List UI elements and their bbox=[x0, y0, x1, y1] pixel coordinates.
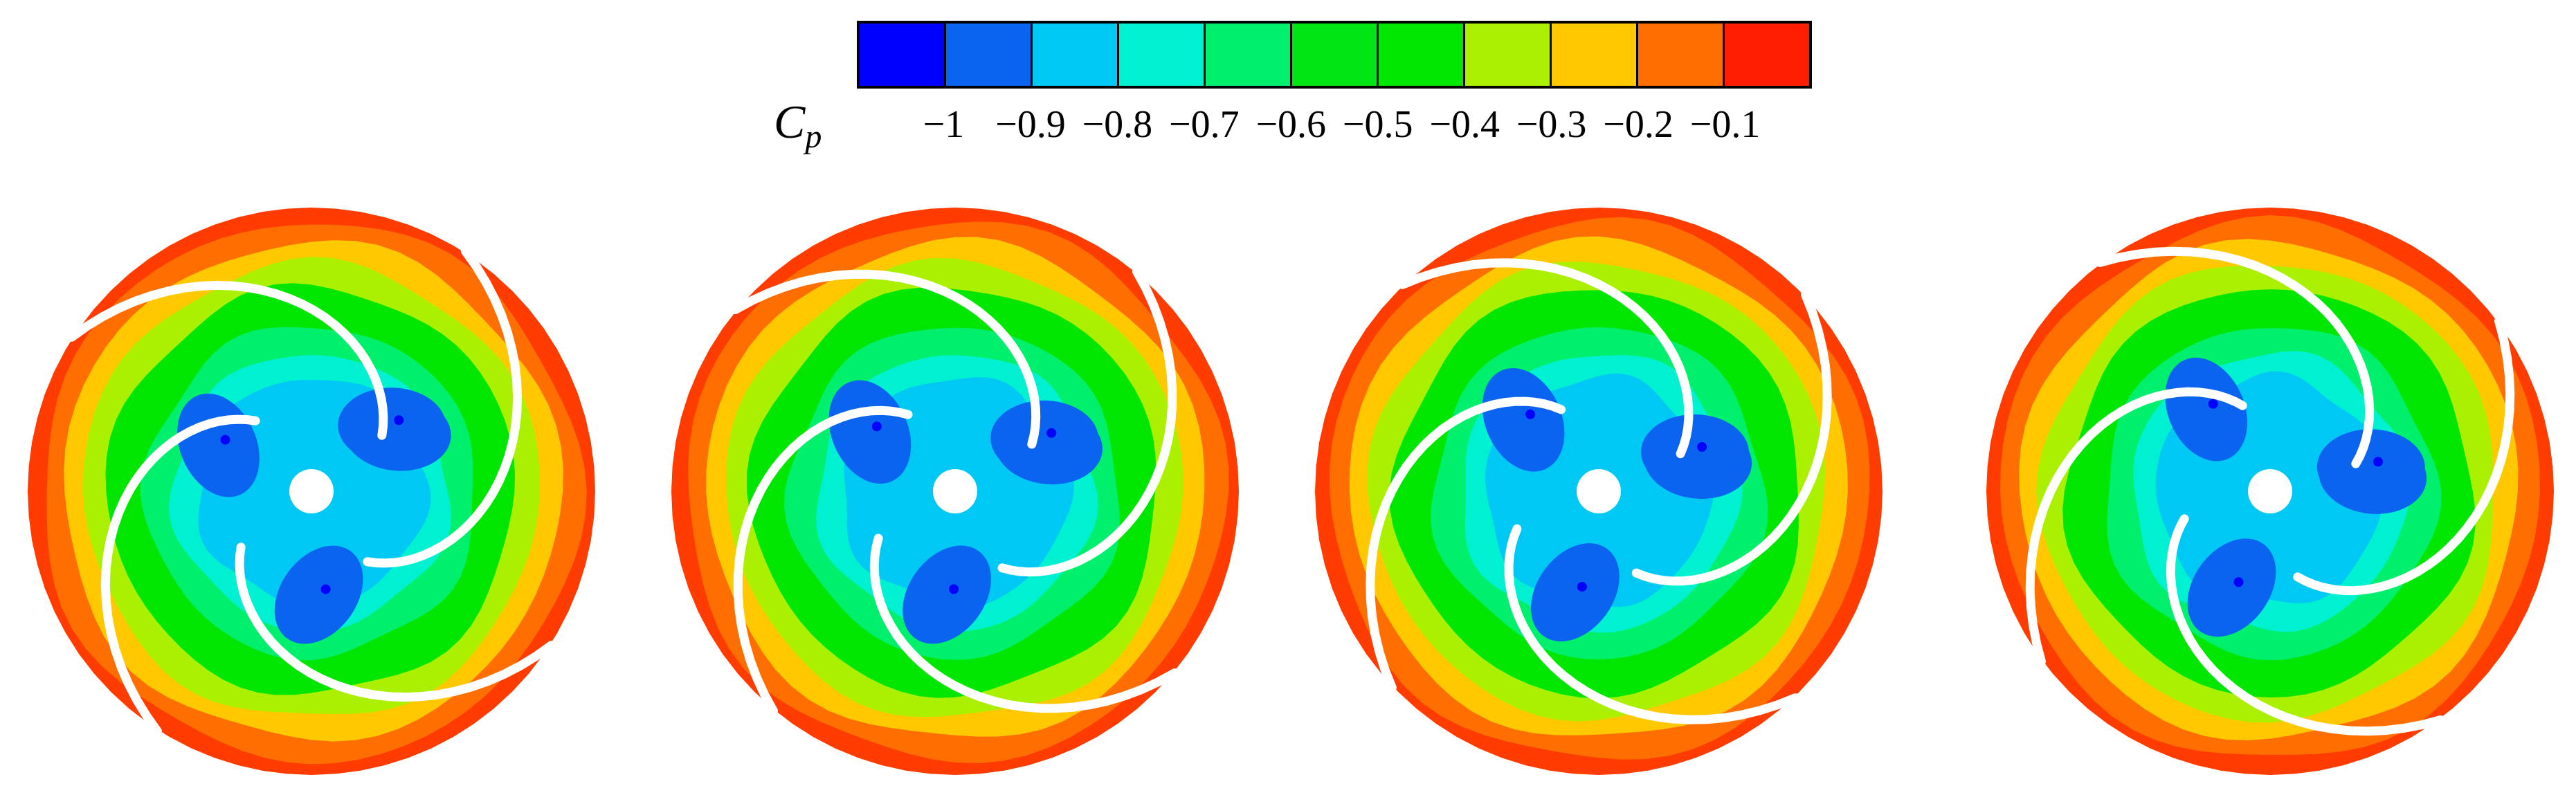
blade bbox=[1397, 258, 1694, 459]
low-pressure-core bbox=[1525, 409, 1536, 419]
low-pressure-core bbox=[2233, 577, 2244, 587]
hub bbox=[1577, 469, 1621, 513]
low-pressure-region bbox=[828, 380, 911, 484]
colorbar-label-main: C bbox=[774, 95, 806, 148]
colorbar-tick-label: −0.6 bbox=[1255, 103, 1327, 146]
low-pressure-core bbox=[1697, 441, 1707, 452]
blade bbox=[1366, 396, 1566, 693]
low-pressure-region bbox=[990, 400, 1099, 477]
low-pressure-region bbox=[2316, 429, 2425, 506]
colorbar-tick-label: −0.9 bbox=[995, 103, 1066, 146]
blade bbox=[235, 542, 556, 702]
blade bbox=[731, 269, 1041, 449]
colorbar-tick-label: −0.5 bbox=[1342, 103, 1413, 146]
low-pressure-core bbox=[220, 435, 230, 445]
blade bbox=[2293, 316, 2515, 596]
low-pressure-core bbox=[1577, 582, 1587, 592]
colorbar-cell bbox=[946, 24, 1033, 86]
colorbar-tick-label: −1 bbox=[923, 103, 965, 146]
hub bbox=[933, 469, 977, 513]
colorbar-tick-label: −0.4 bbox=[1429, 103, 1500, 146]
blade bbox=[66, 280, 388, 440]
blade bbox=[2095, 246, 2375, 468]
colorbar-label-sub: p bbox=[805, 118, 822, 155]
blade bbox=[363, 246, 523, 568]
colorbar bbox=[857, 21, 1812, 89]
colorbar-cell bbox=[1379, 24, 1465, 86]
low-pressure-region bbox=[338, 387, 446, 464]
colorbar-tick-label: −0.3 bbox=[1516, 103, 1587, 146]
colorbar-tick-label: −0.2 bbox=[1603, 103, 1674, 146]
impeller-contour-2 bbox=[671, 208, 1239, 775]
colorbar-cell bbox=[1119, 24, 1206, 86]
blade bbox=[1504, 524, 1800, 724]
low-pressure-core bbox=[394, 415, 404, 426]
blade bbox=[2166, 514, 2445, 736]
low-pressure-region bbox=[2165, 357, 2248, 462]
colorbar-cell bbox=[860, 24, 946, 86]
low-pressure-core bbox=[2373, 457, 2383, 467]
low-pressure-core bbox=[949, 584, 959, 594]
blade bbox=[1631, 290, 1832, 586]
blade bbox=[997, 267, 1177, 577]
low-pressure-core bbox=[320, 584, 331, 594]
colorbar-cell bbox=[1552, 24, 1638, 86]
impeller-contour-3 bbox=[1315, 208, 1883, 775]
low-pressure-region bbox=[1531, 543, 1620, 642]
hub bbox=[2248, 469, 2292, 513]
colorbar-cell bbox=[1725, 24, 1809, 86]
colorbar-cell bbox=[1292, 24, 1379, 86]
blade bbox=[2025, 387, 2247, 666]
low-pressure-region bbox=[274, 545, 363, 644]
colorbar-tick-label: −0.7 bbox=[1169, 103, 1240, 146]
colorbar-label: Cp bbox=[774, 94, 822, 165]
blade bbox=[100, 414, 260, 736]
colorbar-cell bbox=[1206, 24, 1292, 86]
hub bbox=[289, 469, 334, 513]
low-pressure-region bbox=[2187, 538, 2276, 637]
colorbar-cell bbox=[1033, 24, 1119, 86]
blade bbox=[869, 533, 1179, 713]
low-pressure-region bbox=[1641, 414, 1750, 491]
low-pressure-region bbox=[1482, 368, 1565, 472]
impeller-contour-1 bbox=[28, 208, 595, 775]
colorbar-cell bbox=[1465, 24, 1552, 86]
low-pressure-core bbox=[1046, 428, 1057, 438]
blade bbox=[733, 405, 913, 715]
colorbar-ticks: −1 −0.9 −0.8 −0.7 −0.6 −0.5 −0.4 −0.3 −0.2 −0.1 bbox=[857, 100, 1812, 149]
low-pressure-core bbox=[871, 421, 882, 432]
colorbar-tick-label: −0.8 bbox=[1082, 103, 1153, 146]
colorbar-cell bbox=[1638, 24, 1725, 86]
low-pressure-region bbox=[902, 545, 991, 644]
impeller-contour-4 bbox=[1986, 208, 2554, 775]
low-pressure-core bbox=[2208, 399, 2218, 409]
colorbar-tick-label: −0.1 bbox=[1689, 103, 1761, 146]
